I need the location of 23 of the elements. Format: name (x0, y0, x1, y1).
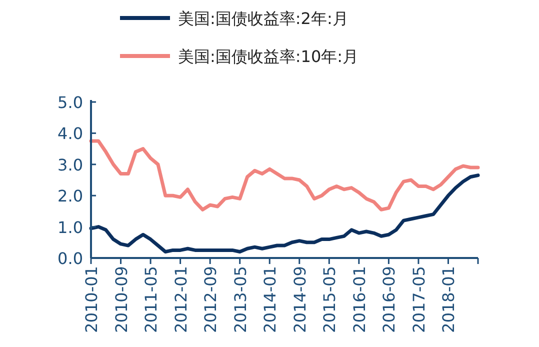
legend-label: 美国:国债收益率:2年:月 (178, 9, 348, 28)
x-tick-label: 2017-05 (409, 266, 428, 333)
x-tick-label: 2011-05 (142, 266, 161, 333)
legend-label: 美国:国债收益率:10年:月 (178, 47, 359, 66)
y-tick-label: 5.0 (58, 93, 83, 112)
line-series (89, 174, 480, 254)
x-tick-label: 2014-09 (290, 266, 310, 333)
x-tick-label: 2010-01 (82, 266, 101, 333)
x-tick-label: 2012-01 (171, 266, 190, 333)
x-tick-label: 2018-01 (439, 266, 458, 333)
x-tick-label: 2014-01 (260, 266, 280, 333)
x-tick-label: 2012-09 (201, 266, 220, 333)
x-tick-label: 2015-05 (320, 266, 340, 333)
x-tick-label: 2016-01 (350, 266, 369, 333)
line-series (89, 139, 480, 212)
x-tick-label: 2016-09 (380, 266, 399, 333)
y-tick-label: 1.0 (58, 218, 83, 237)
y-tick-label: 4.0 (58, 124, 83, 144)
y-tick-label: 2.0 (58, 186, 83, 206)
y-tick-label: 0.0 (58, 249, 83, 268)
x-tick-label: 2010-09 (112, 266, 131, 333)
y-tick-label: 3.0 (58, 155, 83, 174)
x-tick-label: 2013-05 (230, 266, 250, 333)
